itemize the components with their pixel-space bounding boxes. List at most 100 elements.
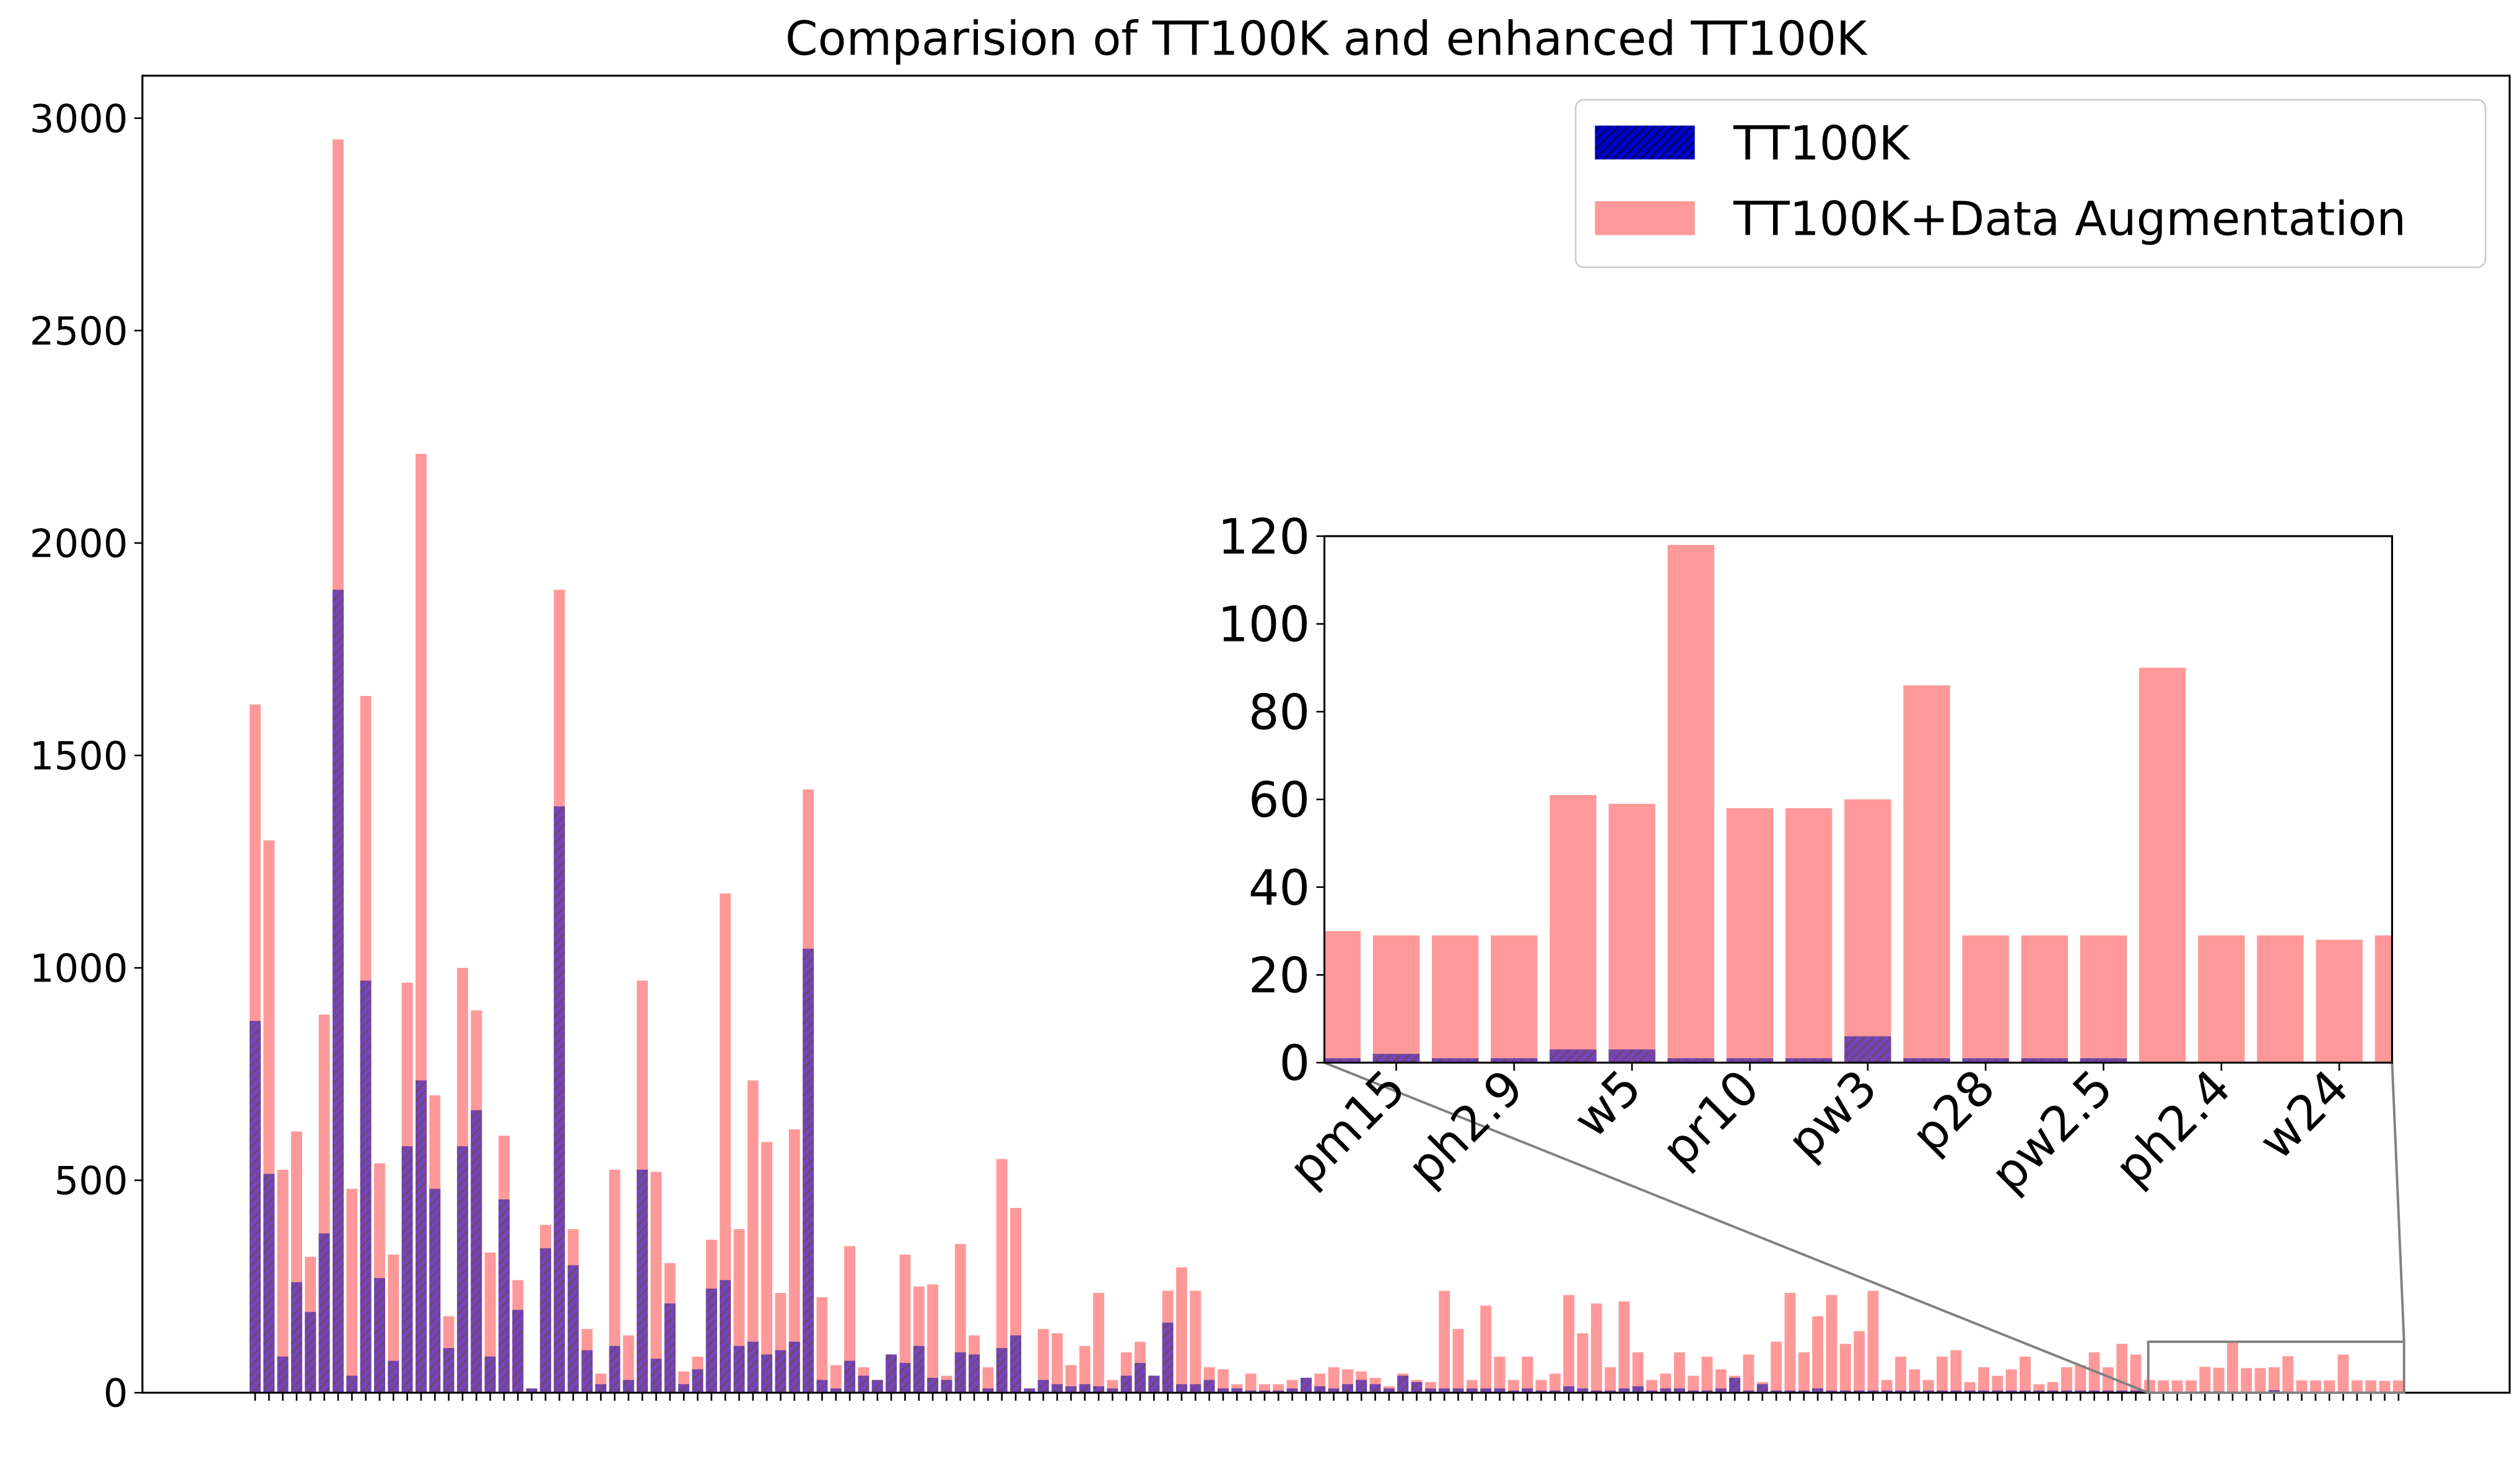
bar-overlay [1950, 1390, 1962, 1393]
bar [775, 1350, 787, 1393]
zoom-connector [1323, 1061, 2149, 1394]
y-tick-label: 1000 [30, 946, 128, 991]
bar [1590, 1303, 1602, 1393]
bar-overlay [471, 1110, 482, 1393]
bar [291, 1282, 302, 1393]
bar-overlay [512, 1310, 524, 1393]
bar [1431, 1058, 1479, 1063]
bar-overlay [650, 1359, 662, 1393]
bar [899, 1255, 911, 1393]
bar-overlay [1535, 1390, 1547, 1393]
bar-overlay [2020, 1390, 2031, 1393]
bar [1618, 1301, 1630, 1393]
bar [2241, 1368, 2252, 1393]
bar [1037, 1329, 1049, 1393]
bar-overlay [2080, 1058, 2127, 1063]
bar-overlay [277, 1356, 289, 1393]
bar [1688, 1375, 1699, 1393]
bar-overlay [1341, 1384, 1353, 1393]
bar-overlay [1135, 1363, 1146, 1393]
bar-overlay [305, 1311, 316, 1393]
bar-overlay [1052, 1384, 1063, 1393]
bar [2185, 1380, 2197, 1393]
bar [1550, 794, 1597, 1063]
bar [733, 1346, 745, 1393]
bar [2080, 935, 2127, 1063]
bar [2337, 1354, 2349, 1393]
bar [886, 1354, 897, 1393]
bar-overlay [1771, 1390, 1782, 1393]
bar [1903, 685, 1950, 1063]
bar-overlay [1903, 1058, 1950, 1063]
bar [622, 1380, 634, 1393]
bar-overlay [982, 1388, 994, 1393]
bar [1203, 1380, 1215, 1393]
bar [318, 1233, 330, 1393]
bar [954, 1352, 966, 1393]
bar-overlay [1176, 1384, 1187, 1393]
bar-overlay [844, 1360, 856, 1393]
bar [637, 1169, 648, 1393]
bar [1259, 1384, 1270, 1393]
bar-overlay [913, 1346, 925, 1393]
bar [2088, 1352, 2100, 1393]
bar-overlay [1383, 1388, 1395, 1393]
bar [415, 1080, 427, 1393]
bar-overlay [1324, 1058, 1361, 1063]
bar-overlay [1491, 1058, 1538, 1063]
bar-overlay [2021, 1058, 2069, 1063]
bar [1895, 1390, 1906, 1393]
bar-overlay [1726, 1058, 1774, 1063]
bar [1701, 1356, 1713, 1393]
bar [2033, 1384, 2045, 1393]
bar [1507, 1380, 1519, 1393]
bar [1632, 1386, 1644, 1393]
bar-overlay [2268, 1390, 2280, 1393]
bar-overlay [1826, 1390, 1838, 1393]
bar-overlay [2116, 1390, 2128, 1393]
bar-overlay [1854, 1390, 1865, 1393]
bar [1962, 1058, 2009, 1063]
bar-overlay [664, 1303, 676, 1393]
bar [678, 1384, 690, 1393]
bar [871, 1380, 883, 1393]
bars [250, 139, 2404, 1393]
bar [1839, 1344, 1851, 1393]
bar [1480, 1388, 1492, 1393]
bar [263, 1173, 275, 1393]
bar [1148, 1375, 1160, 1393]
bar [1245, 1390, 1257, 1393]
bar [761, 1354, 773, 1393]
bar [2213, 1367, 2225, 1393]
bar-overlay [2088, 1390, 2100, 1393]
bar-overlay [1452, 1388, 1464, 1393]
bar [1491, 1058, 1538, 1063]
bar [609, 1169, 621, 1393]
bar [2020, 1356, 2031, 1393]
bar [1466, 1388, 1478, 1393]
bar [2005, 1369, 2017, 1393]
bar [1854, 1390, 1865, 1393]
bar [2324, 1380, 2335, 1393]
bar [360, 980, 372, 1393]
bar-overlay [1798, 1390, 1810, 1393]
bar [803, 949, 814, 1393]
bar [1439, 1388, 1450, 1393]
bar-overlay [1494, 1388, 1506, 1393]
bar-overlay [720, 1280, 731, 1393]
bar-overlay [1839, 1390, 1851, 1393]
bar [1922, 1390, 1934, 1393]
bar [1052, 1333, 1063, 1393]
bar-overlay [1107, 1388, 1118, 1393]
bar [1494, 1356, 1506, 1393]
y-tick-label: 0 [1279, 1036, 1310, 1092]
bar-overlay [1466, 1388, 1478, 1393]
bar [1785, 1058, 1833, 1063]
bar-overlay [692, 1369, 704, 1393]
bar-overlay [526, 1388, 538, 1393]
bar-overlay [429, 1188, 441, 1393]
bar-overlay [554, 806, 565, 1393]
bar-overlay [1439, 1388, 1450, 1393]
